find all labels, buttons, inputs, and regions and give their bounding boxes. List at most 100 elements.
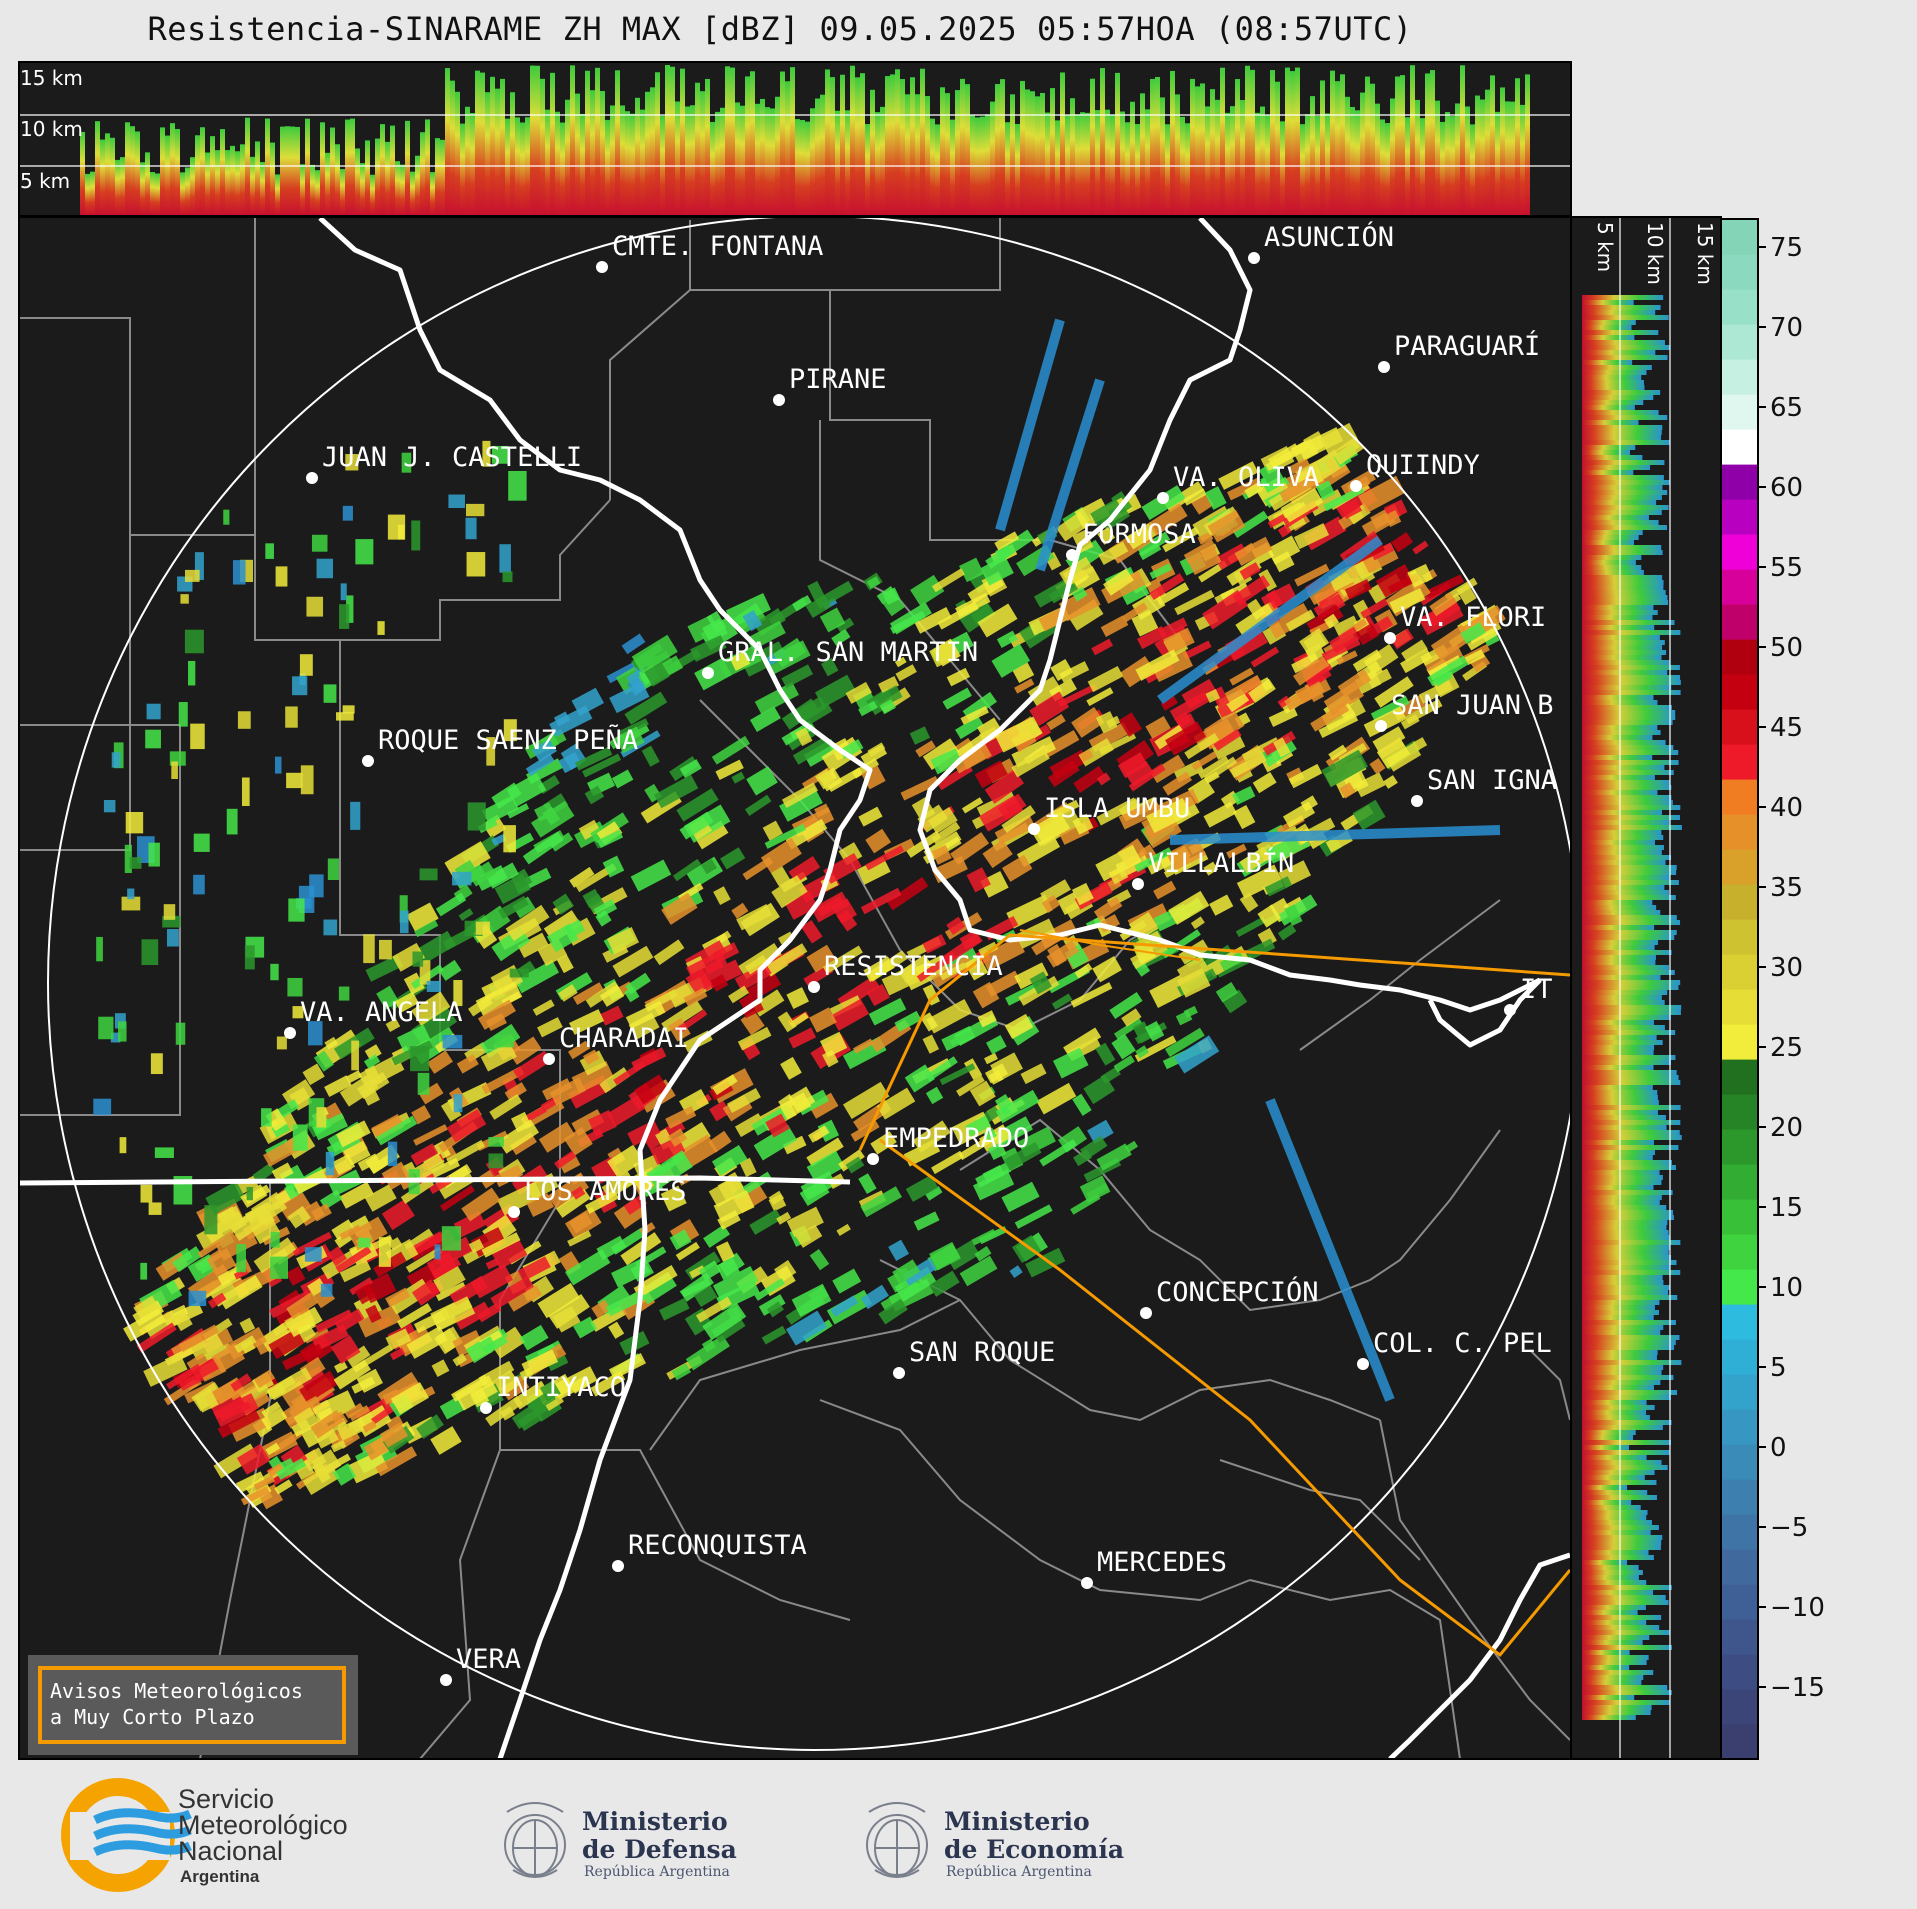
city-label: COL. C. PEL xyxy=(1373,1328,1552,1359)
city-marker xyxy=(543,1053,555,1065)
smn-logo: Servicio Meteorológico Nacional Argentin… xyxy=(61,1778,348,1892)
colorbar-block xyxy=(1721,1234,1758,1270)
city-marker xyxy=(1066,549,1078,561)
colorbar-block xyxy=(1721,1024,1758,1060)
city-marker xyxy=(284,1027,296,1039)
city-label: VA. OLIVA xyxy=(1173,462,1319,493)
city-marker xyxy=(1157,492,1169,504)
colorbar-block xyxy=(1721,289,1758,325)
city-reconquista: RECONQUISTA xyxy=(612,1530,807,1572)
city-charadai: CHARADAI xyxy=(543,1023,689,1065)
colorbar-block xyxy=(1721,674,1758,710)
colorbar-tick-label: 35 xyxy=(1770,873,1803,903)
colorbar-block xyxy=(1721,989,1758,1025)
rivers xyxy=(318,218,1570,1758)
colorbar-block xyxy=(1721,744,1758,780)
colorbar-tick-label: 0 xyxy=(1770,1433,1787,1463)
side-echo-profile xyxy=(1582,295,1682,1720)
warning-line-south xyxy=(879,1138,1570,1658)
colorbar-block xyxy=(1721,499,1758,535)
city-marker xyxy=(1028,823,1040,835)
economia-logo: Ministerio de Economía República Argenti… xyxy=(866,1802,1124,1880)
precipitation-echoes xyxy=(93,318,1506,1510)
city-marker xyxy=(1375,720,1387,732)
city-marker xyxy=(1357,1358,1369,1370)
warning-box[interactable]: Avisos Meteorológicos a Muy Corto Plazo xyxy=(28,1655,358,1755)
city-label: CMTE. FONTANA xyxy=(612,231,823,262)
colorbar-tick-label: 75 xyxy=(1770,233,1803,263)
side-height-label-5: 5 km xyxy=(1593,222,1617,272)
colorbar-block xyxy=(1721,1479,1758,1515)
city-cmte-fontana: CMTE. FONTANA xyxy=(596,231,823,273)
economia-line-2: de Economía xyxy=(944,1835,1124,1864)
city-label: IT xyxy=(1520,974,1553,1005)
defensa-line-1: Ministerio xyxy=(582,1807,728,1836)
city-it: IT xyxy=(1504,974,1553,1016)
city-label: CHARADAI xyxy=(559,1023,689,1054)
city-marker xyxy=(1504,1004,1516,1016)
colorbar-block xyxy=(1721,1129,1758,1165)
colorbar-block xyxy=(1721,1514,1758,1550)
side-height-label-15: 15 km xyxy=(1693,222,1717,285)
city-quiindy: QUIINDY xyxy=(1350,450,1480,492)
colorbar-block xyxy=(1721,849,1758,885)
city-label: JUAN J. CASTELLI xyxy=(322,442,582,473)
colorbar-block xyxy=(1721,254,1758,290)
city-empedrado: EMPEDRADO xyxy=(867,1123,1029,1165)
city-marker xyxy=(893,1367,905,1379)
city-marker xyxy=(508,1206,520,1218)
colorbar-block xyxy=(1721,1409,1758,1445)
city-label: VERA xyxy=(456,1644,521,1675)
city-marker xyxy=(440,1674,452,1686)
colorbar-block xyxy=(1721,884,1758,920)
colorbar-tick-label: 40 xyxy=(1770,793,1803,823)
city-concepci-n: CONCEPCIÓN xyxy=(1140,1276,1319,1319)
colorbar-tick-label: 50 xyxy=(1770,633,1803,663)
city-los-amores: LOS AMORES xyxy=(508,1176,687,1218)
colorbar-block xyxy=(1721,1654,1758,1690)
city-label: VILLALBÍN xyxy=(1148,847,1294,879)
city-va-oliva: VA. OLIVA xyxy=(1157,462,1319,504)
colorbar-block xyxy=(1721,429,1758,465)
colorbar-block xyxy=(1721,1199,1758,1235)
colorbar-block xyxy=(1721,954,1758,990)
city-pirane: PIRANE xyxy=(773,364,887,406)
smn-line-4: Argentina xyxy=(180,1867,260,1886)
warning-line-extra xyxy=(1019,929,1201,961)
city-marker xyxy=(1384,632,1396,644)
colorbar-block xyxy=(1721,1094,1758,1130)
colorbar-tick-label: −15 xyxy=(1770,1673,1825,1703)
city-marker xyxy=(808,981,820,993)
city-label: ISLA UMBU xyxy=(1044,793,1190,824)
defensa-line-2: de Defensa xyxy=(582,1835,737,1864)
colorbar-tick-label: −5 xyxy=(1770,1513,1808,1543)
colorbar-block xyxy=(1721,1619,1758,1655)
city-vera: VERA xyxy=(440,1644,521,1686)
city-marker xyxy=(306,472,318,484)
city-marker xyxy=(612,1560,624,1572)
colorbar-block xyxy=(1721,1584,1758,1620)
colorbar-tick-label: 5 xyxy=(1770,1353,1787,1383)
city-label: SAN ROQUE xyxy=(909,1337,1055,1368)
city-label: INTIYACO xyxy=(496,1372,626,1403)
city-marker xyxy=(1140,1307,1152,1319)
colorbar-block xyxy=(1721,219,1758,255)
map-title: Resistencia-SINARAME ZH MAX [dBZ] 09.05.… xyxy=(147,10,1413,48)
city-va-flori: VA. FLORI xyxy=(1384,602,1546,644)
colorbar-tick-label: 60 xyxy=(1770,473,1803,503)
colorbar-block xyxy=(1721,1339,1758,1375)
city-label: ROQUE SAENZ PEÑA xyxy=(378,724,638,756)
economia-line-1: Ministerio xyxy=(944,1807,1090,1836)
city-label: EMPEDRADO xyxy=(883,1123,1029,1154)
argentina-shield-icon xyxy=(504,1802,566,1878)
city-label: SAN JUAN B xyxy=(1391,690,1554,721)
colorbar-block xyxy=(1721,814,1758,850)
colorbar-tick-label: 70 xyxy=(1770,313,1803,343)
city-marker xyxy=(1132,878,1144,890)
top-height-label-5: 5 km xyxy=(20,169,70,193)
colorbar-block xyxy=(1721,464,1758,500)
city-roque-saenz-pe-a: ROQUE SAENZ PEÑA xyxy=(362,724,638,767)
side-height-panel: 5 km 10 km 15 km xyxy=(1570,216,1722,1760)
city-gral-san-martin: GRAL. SAN MARTIN xyxy=(702,637,978,679)
